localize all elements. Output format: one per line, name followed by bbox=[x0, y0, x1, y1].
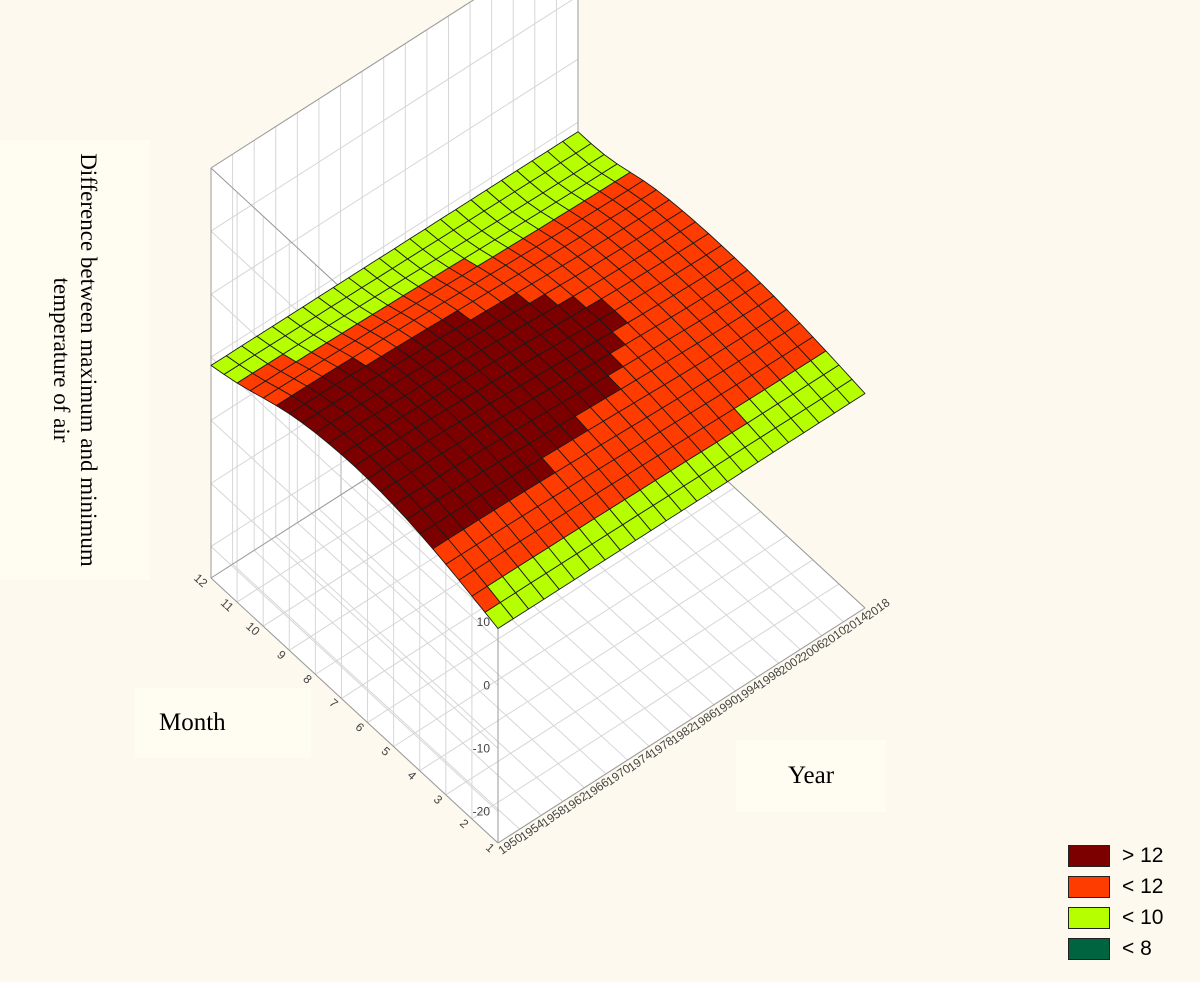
legend-swatch bbox=[1068, 875, 1110, 898]
z-tick-label: 0 bbox=[483, 678, 490, 692]
legend-label: < 12 bbox=[1122, 874, 1164, 898]
gridline bbox=[419, 535, 787, 772]
gridline bbox=[445, 559, 814, 796]
legend-label: > 12 bbox=[1122, 843, 1164, 867]
axis-frame-edge bbox=[497, 607, 866, 844]
month-tick-label: 2 bbox=[457, 816, 472, 831]
legend: > 12 < 12 < 10 < 8 bbox=[1068, 840, 1193, 964]
gridline bbox=[393, 511, 761, 748]
month-tick-label: 6 bbox=[353, 720, 368, 735]
z-axis-title: Difference between maximum and minimum t… bbox=[49, 153, 101, 567]
gridline bbox=[253, 549, 542, 816]
legend-label: < 10 bbox=[1122, 905, 1164, 929]
z-axis-title-box: Difference between maximum and minimum t… bbox=[0, 140, 150, 580]
year-axis-title-box: Year bbox=[736, 740, 886, 812]
legend-item: < 10 bbox=[1068, 902, 1193, 933]
legend-label: < 8 bbox=[1122, 936, 1152, 960]
month-tick-label: 9 bbox=[274, 648, 289, 663]
year-tick-label: 2018 bbox=[863, 595, 893, 622]
month-tick-label: 12 bbox=[191, 571, 211, 591]
z-tick-label: -10 bbox=[473, 741, 491, 755]
gridline bbox=[210, 356, 499, 623]
month-tick-label: 1 bbox=[483, 840, 498, 855]
gridline bbox=[471, 583, 840, 820]
month-axis-title-box: Month bbox=[135, 688, 311, 758]
gridline bbox=[210, 546, 499, 812]
axis-frame-edge bbox=[210, 0, 475, 169]
gridline bbox=[297, 522, 585, 789]
month-tick-label: 3 bbox=[431, 792, 446, 807]
legend-item: < 8 bbox=[1068, 933, 1193, 964]
legend-swatch bbox=[1068, 937, 1110, 960]
month-tick-label: 7 bbox=[326, 696, 341, 711]
month-tick-label: 5 bbox=[379, 744, 394, 759]
gridline bbox=[367, 487, 735, 723]
gridline bbox=[340, 494, 628, 761]
gridline bbox=[210, 58, 579, 295]
legend-swatch bbox=[1068, 844, 1110, 867]
year-axis-title: Year bbox=[787, 762, 835, 789]
gridline bbox=[210, 0, 573, 232]
surface-cell bbox=[210, 355, 240, 375]
legend-swatch bbox=[1068, 906, 1110, 929]
gridline bbox=[210, 483, 499, 749]
z-tick-label: 10 bbox=[477, 615, 491, 629]
month-tick-label: 4 bbox=[405, 768, 420, 783]
legend-item: > 12 bbox=[1068, 840, 1193, 871]
month-tick-label: 8 bbox=[300, 672, 315, 687]
z-tick-label: -20 bbox=[473, 804, 491, 818]
axis-frame-edge bbox=[210, 577, 499, 844]
legend-item: < 12 bbox=[1068, 871, 1193, 902]
month-axis-title: Month bbox=[159, 709, 226, 736]
gridline bbox=[210, 419, 499, 686]
gridline bbox=[210, 121, 579, 358]
gridline bbox=[318, 508, 607, 775]
